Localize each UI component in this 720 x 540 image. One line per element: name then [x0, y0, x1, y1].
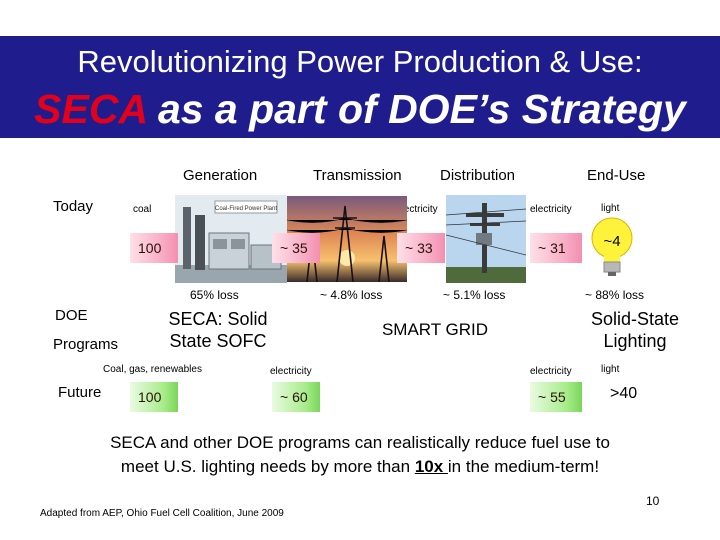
program-ssl: Solid-State Lighting — [590, 309, 680, 351]
loss-end-use: ~ 88% loss — [585, 288, 645, 302]
page-number: 10 — [646, 494, 660, 508]
label-future-electricity-2: electricity — [530, 366, 572, 377]
label-future-light: light — [601, 364, 620, 375]
title-line-1: Revolutionizing Power Production & Use: — [77, 44, 643, 79]
conclusion-line-2-post: in the medium-term! — [447, 457, 600, 476]
row-doe: DOE — [55, 307, 88, 324]
loss-transmission: ~ 4.8% loss — [320, 288, 383, 302]
title-line-2: SECA as a part of DOE’s Strategy — [0, 86, 720, 133]
conclusion-line-2-pre: meet U.S. lighting needs by more than — [120, 457, 415, 476]
today-arrow-100: 100 — [130, 233, 178, 263]
plant-sign-text: Coal-Fired Power Plant — [215, 206, 277, 212]
label-electricity-2: electricity — [396, 204, 438, 215]
label-light: light — [601, 203, 620, 214]
row-today: Today — [53, 198, 94, 215]
future-arrow-100: 100 — [130, 382, 178, 412]
future-value-40: >40 — [610, 385, 638, 402]
future-arrow-55: ~ 55 — [530, 382, 582, 412]
column-generation: Generation — [183, 167, 258, 184]
conclusion-line-2: meet U.S. lighting needs by more than 10… — [40, 455, 680, 479]
bulb-value: ~4 — [603, 233, 621, 250]
column-distribution: Distribution — [440, 167, 516, 184]
today-arrow-33: ~ 33 — [397, 233, 445, 263]
title-rest: as a part of DOE’s Strategy — [146, 86, 686, 132]
power-plant-photo: Coal-Fired Power Plant — [175, 195, 287, 283]
program-smart-grid: SMART GRID — [381, 320, 489, 339]
label-fuels: Coal, gas, renewables — [103, 364, 202, 375]
conclusion-line-1: SECA and other DOE programs can realisti… — [110, 433, 610, 452]
conclusion-text: SECA and other DOE programs can realisti… — [40, 431, 680, 479]
label-future-electricity-1: electricity — [270, 366, 312, 377]
program-seca: SECA: Solid State SOFC — [168, 309, 268, 351]
column-transmission: Transmission — [313, 167, 402, 184]
today-arrow-35: ~ 35 — [272, 233, 320, 263]
title-banner — [0, 36, 720, 138]
light-bulb-icon — [590, 214, 634, 278]
row-future: Future — [58, 384, 102, 401]
source-note: Adapted from AEP, Ohio Fuel Cell Coaliti… — [40, 508, 284, 519]
loss-distribution: ~ 5.1% loss — [443, 288, 506, 302]
loss-generation: 65% loss — [190, 288, 239, 302]
conclusion-highlight: 10x — [414, 457, 448, 476]
label-electricity-3: electricity — [530, 204, 572, 215]
distribution-photo — [446, 195, 526, 283]
label-coal: coal — [133, 204, 152, 215]
title-seca: SECA — [34, 86, 147, 132]
column-end-use: End-Use — [587, 167, 646, 184]
row-programs: Programs — [53, 336, 119, 353]
future-arrow-60: ~ 60 — [272, 382, 320, 412]
today-arrow-31: ~ 31 — [530, 233, 582, 263]
